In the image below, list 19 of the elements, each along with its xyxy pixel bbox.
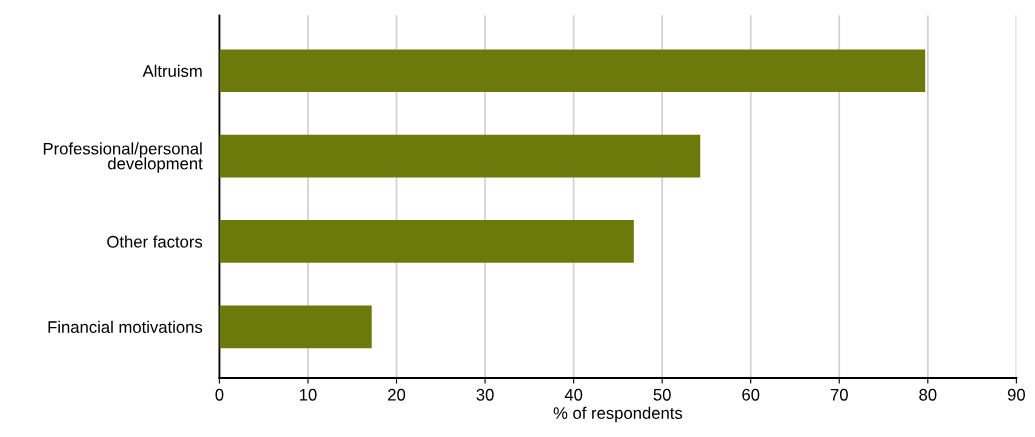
x-tick-label: 70 [830,388,848,401]
x-tick-label: 10 [299,388,317,401]
y-tick-label: Professional/personal development [43,142,203,173]
bar [219,305,372,349]
x-tick-label: 30 [476,388,494,401]
bar [219,220,634,263]
bar [219,49,926,93]
x-tick-label: 80 [919,388,937,401]
y-tick-label: Other factors [107,235,203,248]
x-axis-title: % of respondents [553,406,683,423]
y-tick-label: Altruism [142,64,202,77]
x-tick-label: 40 [564,388,583,401]
y-tick-label: Financial motivations [48,320,203,333]
x-tick-label: 90 [1007,388,1025,401]
x-tick-label: 50 [653,388,671,401]
x-tick-label: 60 [742,388,760,401]
x-tick-label: 0 [215,388,224,401]
x-tick-label: 20 [388,388,406,401]
bar [219,134,701,178]
